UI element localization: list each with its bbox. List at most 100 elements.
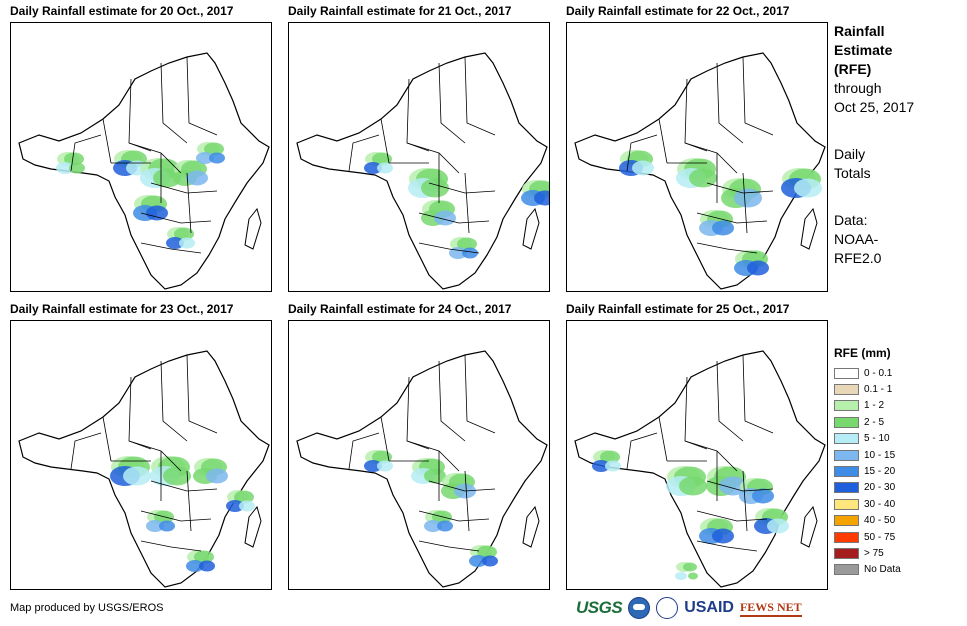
rainfall-area [424, 520, 442, 532]
rainfall-area [146, 205, 168, 221]
rainfall-area [752, 488, 774, 504]
country-border [438, 360, 466, 442]
rainfall-area [675, 572, 687, 580]
usaid-seal-icon [656, 597, 679, 619]
map-credit: Map produced by USGS/EROS [10, 602, 164, 614]
legend-label: No Data [864, 564, 901, 576]
country-border [186, 354, 218, 434]
legend-swatch [834, 384, 859, 396]
rainfall-area [794, 178, 822, 198]
data-source-label: RFE2.0 [834, 250, 882, 266]
rainfall-area [372, 450, 392, 464]
madagascar [522, 505, 540, 548]
rainfall-area [372, 152, 392, 166]
africa-map [296, 350, 548, 588]
totals-label: Daily [834, 146, 866, 162]
madagascar [244, 207, 262, 250]
legend-label: 50 - 75 [864, 531, 896, 543]
rainfall-area [364, 162, 382, 174]
map-panel-oct24: Daily Rainfall estimate for 24 Oct., 201… [288, 302, 550, 592]
country-border [696, 510, 768, 522]
country-border [626, 134, 658, 172]
rainfall-map [566, 22, 828, 292]
legend-title: RFE (mm) [834, 346, 891, 360]
country-border [438, 62, 466, 144]
rainfall-area [196, 152, 214, 164]
rainfall-area [424, 468, 446, 484]
legend-label: 2 - 5 [864, 416, 885, 428]
legend-label: 20 - 30 [864, 482, 896, 494]
rainfall-area [767, 518, 789, 534]
country-border [418, 510, 490, 522]
legend-swatch [834, 547, 859, 559]
legend-swatch [834, 498, 859, 510]
legend-item: 2 - 5 [834, 414, 954, 430]
country-border [140, 242, 202, 254]
country-border [626, 432, 658, 470]
rainfall-area [56, 162, 74, 174]
rainfall-area [605, 460, 621, 472]
map-panel-oct25: Daily Rainfall estimate for 25 Oct., 201… [566, 302, 828, 592]
country-border [696, 540, 758, 552]
rainfall-area [592, 460, 610, 472]
panel-title: Daily Rainfall estimate for 25 Oct., 201… [566, 302, 790, 316]
country-border [186, 470, 192, 532]
country-border [380, 416, 390, 462]
panel-title: Daily Rainfall estimate for 23 Oct., 201… [10, 302, 234, 316]
rainfall-area [632, 160, 654, 176]
country-border [102, 416, 112, 462]
rainfall-area [747, 260, 769, 276]
usaid-logo: USAID [684, 599, 734, 616]
country-border [418, 212, 490, 224]
rainfall-area [534, 190, 549, 206]
rainfall-map [10, 320, 272, 590]
rainfall-area [679, 476, 707, 496]
country-border [160, 360, 188, 442]
map-panel-oct21: Daily Rainfall estimate for 21 Oct., 201… [288, 4, 550, 294]
totals-label: Totals [834, 165, 871, 181]
legend-item: 1 - 2 [834, 398, 954, 414]
legend-item: 10 - 15 [834, 447, 954, 463]
africa-map [18, 52, 270, 290]
rainfall-area [377, 460, 393, 472]
rainfall-area [683, 562, 697, 572]
country-border [706, 480, 774, 492]
legend-swatch [834, 531, 859, 543]
country-border [706, 182, 774, 194]
rainfall-area [712, 528, 734, 544]
legend-item: 20 - 30 [834, 480, 954, 496]
legend-label: 15 - 20 [864, 466, 896, 478]
madagascar [244, 505, 262, 548]
rainfall-area [688, 572, 698, 580]
country-border [696, 212, 768, 224]
rainfall-area [421, 178, 449, 198]
noaa-logo-icon [628, 597, 651, 619]
rainfall-area [462, 247, 478, 259]
map-panel-oct22: Daily Rainfall estimate for 22 Oct., 201… [566, 4, 828, 294]
rainfall-area [434, 210, 456, 226]
madagascar [800, 505, 818, 548]
country-border [348, 134, 380, 172]
legend-swatch [834, 515, 859, 527]
country-border [428, 480, 496, 492]
rainfall-area [174, 227, 194, 241]
legend-label: 30 - 40 [864, 498, 896, 510]
map-panel-oct20: Daily Rainfall estimate for 20 Oct., 201… [10, 4, 272, 294]
rainfall-area [153, 168, 181, 188]
country-border [742, 354, 774, 434]
sidebar-title-line: (RFE) [834, 61, 872, 77]
through-label: through [834, 80, 882, 96]
rainfall-map [566, 320, 828, 590]
legend-label: 1 - 2 [864, 400, 885, 412]
legend-item: > 75 [834, 545, 954, 561]
fews-net-logo: FEWS NET [739, 600, 802, 617]
rainfall-area [163, 466, 191, 486]
map-panel-oct23: Daily Rainfall estimate for 23 Oct., 201… [10, 302, 272, 592]
legend-item: 50 - 75 [834, 529, 954, 545]
rainfall-area [146, 520, 164, 532]
country-border [658, 118, 668, 164]
legend-swatch [834, 433, 859, 445]
rainfall-area [186, 170, 208, 186]
rainfall-area [159, 520, 175, 532]
legend-swatch [834, 367, 859, 379]
